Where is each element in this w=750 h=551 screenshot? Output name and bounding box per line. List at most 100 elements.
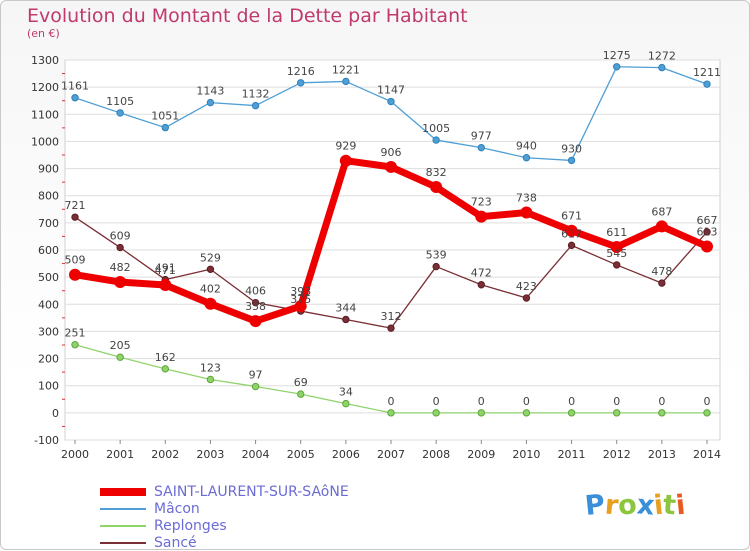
data-point [655, 220, 668, 233]
y-tick-label: 1300 [31, 54, 59, 67]
proxiti-logo: Proxiti [583, 489, 687, 522]
data-point [206, 265, 215, 273]
x-tick-label: 2008 [422, 448, 450, 461]
y-tick-label: 300 [38, 325, 59, 338]
data-point [477, 143, 485, 152]
data-point [297, 79, 305, 87]
legend-swatch [100, 541, 146, 544]
data-point [522, 154, 531, 162]
data-point [342, 315, 350, 324]
data-point [161, 365, 169, 373]
data-label: 0 [523, 395, 530, 408]
y-tick-label: 1000 [31, 135, 59, 148]
data-label: 205 [110, 339, 131, 352]
data-point [430, 181, 443, 194]
data-point [610, 241, 623, 254]
data-point [522, 409, 531, 417]
data-label: 1275 [603, 49, 631, 62]
data-point [613, 63, 621, 71]
data-label: 123 [200, 361, 221, 374]
data-point [339, 154, 352, 167]
x-tick-label: 2002 [151, 448, 179, 461]
x-tick-label: 2007 [377, 448, 405, 461]
legend-swatch [100, 487, 146, 496]
data-label: 406 [245, 285, 266, 298]
data-point [161, 123, 169, 132]
data-label: 0 [658, 395, 665, 408]
x-tick-label: 2009 [467, 448, 495, 461]
data-label: 832 [426, 166, 447, 179]
data-point [342, 77, 350, 86]
x-tick-label: 2014 [693, 448, 721, 461]
data-point [613, 409, 621, 417]
data-label: 0 [704, 395, 711, 408]
data-label: 402 [200, 283, 221, 296]
data-label: 34 [339, 386, 353, 399]
data-point [565, 224, 578, 237]
data-point [116, 109, 124, 117]
data-label: 472 [471, 267, 492, 280]
data-point [249, 315, 262, 328]
data-label: 609 [110, 230, 131, 243]
legend-item: SAINT-LAURENT-SUR-SAôNE [100, 483, 349, 500]
x-tick-label: 2000 [61, 448, 89, 461]
data-label: 69 [294, 376, 308, 389]
data-label: 611 [606, 226, 627, 239]
legend-label: Mâcon [154, 500, 200, 517]
data-label: 529 [200, 251, 221, 264]
data-point [116, 243, 124, 252]
legend-swatch [100, 507, 146, 510]
data-label: 613 [697, 225, 718, 238]
y-tick-label: 700 [38, 217, 59, 230]
data-label: 375 [290, 293, 311, 306]
data-point [71, 341, 79, 349]
data-label: 617 [561, 227, 582, 240]
data-point [251, 298, 260, 307]
data-label: 1051 [151, 110, 179, 123]
data-point [204, 297, 217, 310]
data-label: 906 [381, 146, 402, 159]
data-label: 738 [516, 192, 537, 205]
data-label: 471 [155, 264, 176, 277]
data-point [703, 80, 711, 88]
data-point [567, 409, 576, 417]
data-label: 0 [388, 395, 395, 408]
x-tick-label: 2005 [287, 448, 315, 461]
data-point [387, 97, 395, 106]
data-label: 491 [155, 262, 176, 275]
data-point [342, 399, 350, 408]
data-label: 312 [381, 310, 402, 323]
chart-subtitle: (en €) [27, 27, 60, 40]
x-tick-label: 2004 [242, 448, 270, 461]
x-tick-label: 2003 [196, 448, 224, 461]
data-point [387, 324, 395, 332]
legend: SAINT-LAURENT-SUR-SAôNE Mâcon Replonges San… [100, 483, 349, 551]
data-point [251, 382, 260, 391]
data-point [206, 98, 215, 107]
data-label: 723 [471, 196, 492, 209]
data-label: 1132 [242, 88, 270, 101]
y-tick-label: -100 [34, 434, 59, 447]
data-point [703, 409, 711, 417]
data-label: 97 [249, 369, 263, 382]
data-label: 0 [433, 395, 440, 408]
legend-label: Replonges [154, 517, 227, 534]
data-point [658, 409, 666, 417]
data-point [475, 210, 488, 223]
data-point [432, 409, 440, 417]
data-point [522, 294, 531, 302]
data-label: 1221 [332, 63, 360, 76]
data-label: 1005 [422, 122, 450, 135]
data-label: 1272 [648, 50, 676, 63]
data-point [658, 279, 666, 287]
legend-item: Replonges [100, 517, 349, 534]
data-label: 482 [110, 261, 131, 274]
data-label: 1161 [61, 80, 89, 93]
data-label: 930 [561, 142, 582, 155]
data-point [432, 136, 440, 144]
y-tick-label: 800 [38, 190, 59, 203]
data-label: 162 [155, 351, 176, 364]
data-label: 539 [426, 249, 447, 262]
data-label: 1216 [287, 65, 315, 78]
